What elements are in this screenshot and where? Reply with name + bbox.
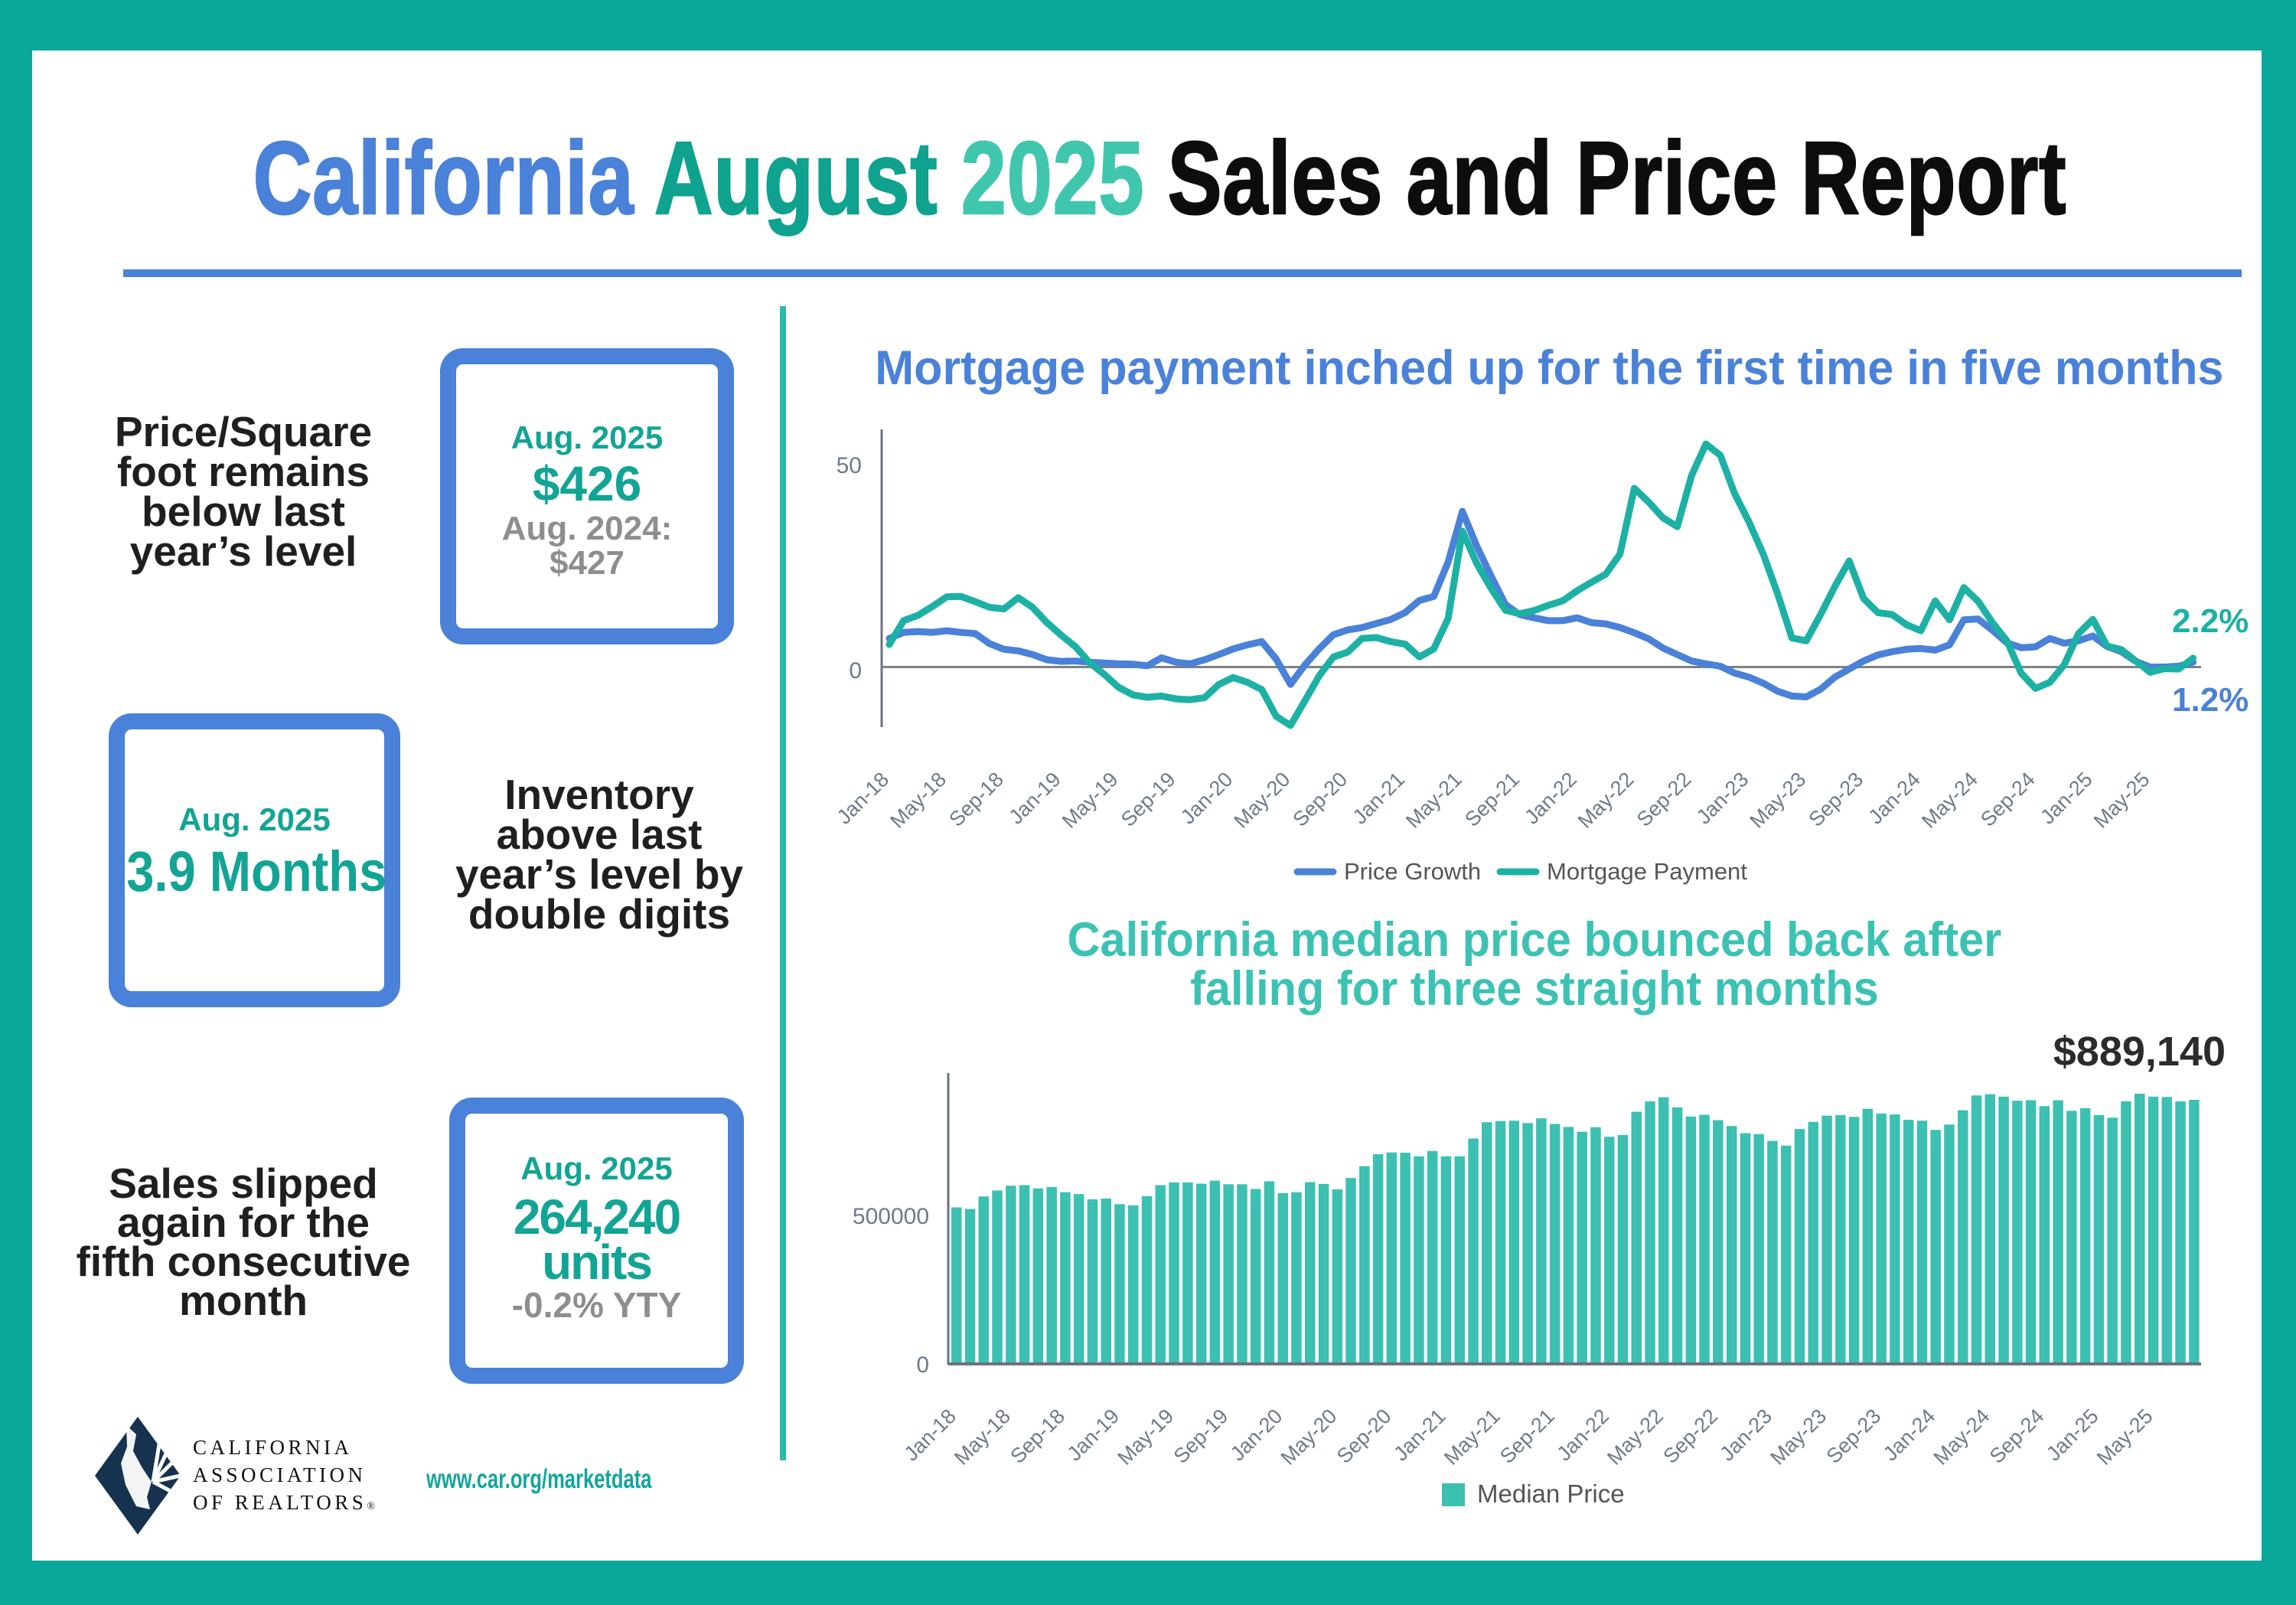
svg-text:Jan-20: Jan-20 <box>1176 768 1238 829</box>
svg-text:May-25: May-25 <box>2089 768 2154 833</box>
svg-text:Sep-22: Sep-22 <box>1658 1404 1722 1468</box>
svg-text:Sep-24: Sep-24 <box>1976 768 2040 831</box>
svg-text:Median Price: Median Price <box>1477 1479 1625 1508</box>
svg-text:May-19: May-19 <box>1058 768 1123 833</box>
svg-text:Jan-23: Jan-23 <box>1716 1404 1777 1466</box>
svg-text:Jan-21: Jan-21 <box>1389 1404 1450 1466</box>
svg-text:May-18: May-18 <box>950 1404 1015 1470</box>
svg-text:ASSOCIATION: ASSOCIATION <box>193 1463 367 1486</box>
svg-text:Jan-18: Jan-18 <box>899 1404 960 1466</box>
svg-text:Sep-19: Sep-19 <box>1117 768 1180 831</box>
svg-text:Jan-21: Jan-21 <box>1349 768 1410 829</box>
svg-text:May-20: May-20 <box>1230 768 1295 833</box>
svg-text:Jan-18: Jan-18 <box>833 768 894 829</box>
svg-text:May-24: May-24 <box>1917 768 1982 833</box>
svg-text:Jan-23: Jan-23 <box>1692 768 1753 829</box>
svg-text:May-18: May-18 <box>885 768 951 833</box>
svg-text:May-20: May-20 <box>1277 1404 1342 1470</box>
svg-text:Jan-22: Jan-22 <box>1520 768 1581 829</box>
svg-text:Sep-23: Sep-23 <box>1804 768 1867 831</box>
svg-text:Sep-21: Sep-21 <box>1460 768 1524 831</box>
svg-text:May-21: May-21 <box>1440 1404 1505 1470</box>
svg-text:May-19: May-19 <box>1113 1404 1178 1470</box>
svg-text:Sep-20: Sep-20 <box>1288 768 1352 831</box>
svg-text:Sep-18: Sep-18 <box>944 768 1008 831</box>
svg-text:May-23: May-23 <box>1745 768 1810 833</box>
svg-text:50: 50 <box>837 453 862 478</box>
svg-text:Sep-23: Sep-23 <box>1822 1404 1886 1468</box>
svg-text:Sep-20: Sep-20 <box>1332 1404 1396 1468</box>
svg-text:Jan-25: Jan-25 <box>2042 1404 2103 1466</box>
svg-text:Sep-24: Sep-24 <box>1985 1404 2049 1468</box>
svg-text:Sep-18: Sep-18 <box>1006 1404 1069 1468</box>
svg-text:May-25: May-25 <box>2092 1404 2157 1470</box>
svg-text:0: 0 <box>849 658 862 683</box>
svg-text:Jan-24: Jan-24 <box>1879 1404 1940 1466</box>
svg-text:$889,140: $889,140 <box>2053 1029 2226 1075</box>
svg-text:1.2%: 1.2% <box>2172 681 2249 719</box>
svg-text:May-22: May-22 <box>1603 1404 1668 1470</box>
svg-text:500000: 500000 <box>853 1204 929 1229</box>
svg-text:CALIFORNIA: CALIFORNIA <box>193 1436 353 1459</box>
svg-text:Sep-22: Sep-22 <box>1632 768 1696 831</box>
svg-text:Jan-20: Jan-20 <box>1226 1404 1287 1466</box>
svg-text:Mortgage Payment: Mortgage Payment <box>1547 858 1747 885</box>
svg-text:OF REALTORS®: OF REALTORS® <box>193 1491 375 1514</box>
svg-text:Jan-24: Jan-24 <box>1864 768 1925 829</box>
svg-text:May-22: May-22 <box>1574 768 1639 833</box>
svg-text:Jan-22: Jan-22 <box>1552 1404 1613 1466</box>
svg-text:May-21: May-21 <box>1401 768 1466 833</box>
svg-text:May-23: May-23 <box>1766 1404 1831 1470</box>
svg-text:Jan-19: Jan-19 <box>1063 1404 1124 1466</box>
svg-text:Jan-25: Jan-25 <box>2036 768 2097 829</box>
svg-text:Sep-21: Sep-21 <box>1495 1404 1559 1468</box>
svg-text:Jan-19: Jan-19 <box>1004 768 1065 829</box>
svg-text:Price Growth: Price Growth <box>1344 858 1481 885</box>
svg-text:May-24: May-24 <box>1929 1404 1994 1470</box>
svg-text:2.2%: 2.2% <box>2172 602 2249 640</box>
svg-text:Sep-19: Sep-19 <box>1169 1404 1233 1468</box>
svg-text:0: 0 <box>916 1352 929 1378</box>
